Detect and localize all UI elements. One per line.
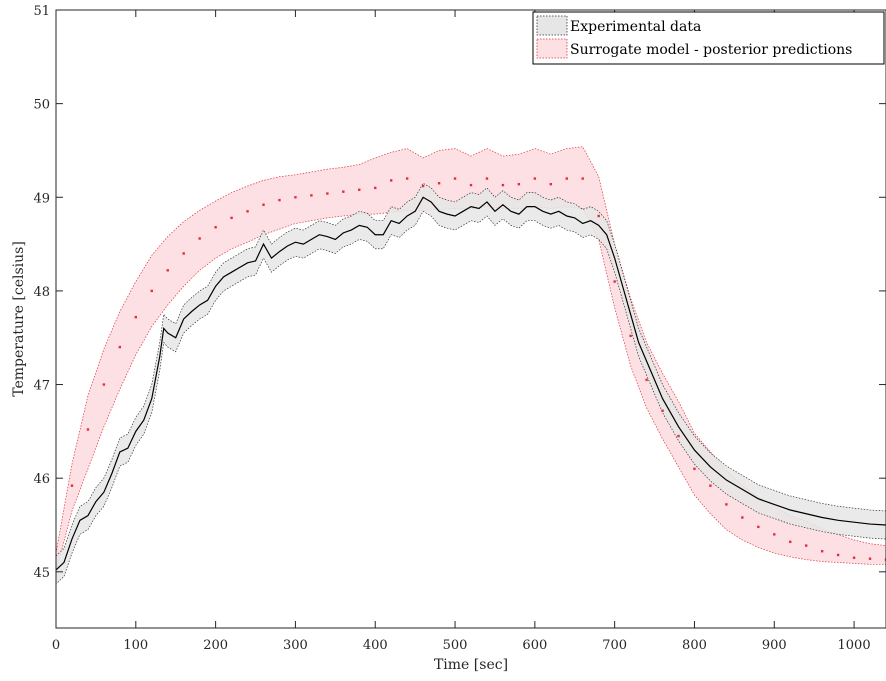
surrogate-point — [453, 177, 457, 180]
surrogate-point — [469, 183, 473, 187]
x-tick-label: 400 — [363, 638, 388, 653]
x-tick-label: 0 — [52, 638, 60, 653]
y-tick-label: 47 — [33, 379, 50, 394]
surrogate-point — [868, 557, 872, 560]
legend-swatch-experimental — [536, 15, 568, 36]
surrogate-point — [326, 192, 329, 195]
x-tick-label: 300 — [283, 638, 308, 653]
surrogate-point — [182, 252, 185, 255]
surrogate-point — [278, 198, 281, 202]
plot-area — [56, 146, 886, 585]
surrogate-point — [517, 182, 521, 186]
surrogate-point — [501, 183, 505, 187]
surrogate-point — [421, 184, 425, 188]
surrogate-point — [294, 196, 297, 199]
legend-label-surrogate: Surrogate model - posterior predictions — [570, 42, 852, 58]
surrogate-point — [645, 378, 648, 382]
surrogate-point — [310, 194, 313, 197]
axes: 0 100 200 300 400 500 600 700 800 900 1000 45 46 47 48… — [33, 4, 886, 653]
surrogate-point — [230, 216, 233, 220]
surrogate-point — [773, 533, 776, 536]
x-tick-label: 800 — [682, 638, 707, 653]
x-tick-label: 900 — [762, 638, 787, 653]
surrogate-point — [485, 177, 489, 180]
surrogate-point — [166, 269, 169, 272]
surrogate-point — [262, 203, 265, 206]
y-tick-label: 50 — [33, 98, 50, 113]
x-tick-label: 700 — [602, 638, 627, 653]
surrogate-point — [405, 177, 409, 180]
surrogate-point — [198, 237, 201, 240]
surrogate-band — [56, 146, 886, 572]
surrogate-point — [852, 556, 856, 559]
surrogate-point — [374, 186, 377, 190]
x-tick-label: 100 — [123, 638, 148, 653]
surrogate-point — [820, 550, 824, 553]
surrogate-point — [549, 182, 553, 186]
y-tick-label: 51 — [33, 4, 50, 19]
x-axis-label: Time [sec] — [434, 657, 508, 673]
y-axis-label: Temperature [celsius] — [11, 241, 27, 397]
surrogate-point — [661, 409, 664, 412]
surrogate-point — [565, 177, 568, 180]
surrogate-point — [836, 553, 840, 557]
surrogate-point — [246, 210, 249, 213]
surrogate-point — [581, 177, 584, 180]
y-tick-label: 45 — [33, 566, 50, 581]
x-tick-label: 1000 — [838, 638, 871, 653]
legend-swatch-surrogate — [536, 38, 568, 59]
surrogate-point — [358, 188, 361, 191]
surrogate-point — [804, 544, 808, 547]
surrogate-point — [437, 182, 441, 185]
y-tick-label: 49 — [33, 191, 50, 206]
x-tick-label: 500 — [443, 638, 468, 653]
surrogate-point — [70, 484, 74, 487]
legend-label-experimental: Experimental data — [570, 19, 701, 35]
surrogate-point — [789, 540, 792, 544]
legend-box — [532, 11, 885, 65]
surrogate-point — [150, 289, 153, 293]
experimental-mean-line — [56, 196, 886, 571]
surrogate-point — [613, 280, 616, 283]
surrogate-point — [134, 315, 138, 319]
surrogate-point — [709, 484, 712, 487]
surrogate-point — [214, 226, 217, 229]
axes-box — [55, 9, 886, 629]
plot-content — [56, 146, 886, 585]
surrogate-point — [693, 467, 696, 471]
surrogate-point — [102, 383, 106, 386]
surrogate-point — [533, 177, 537, 180]
surrogate-point — [86, 428, 90, 431]
surrogate-point — [597, 214, 600, 218]
x-tick-label: 600 — [522, 638, 547, 653]
surrogate-point — [884, 558, 886, 561]
surrogate-point — [342, 190, 345, 193]
x-tick-label: 200 — [203, 638, 228, 653]
surrogate-point — [389, 179, 393, 182]
surrogate-point — [741, 516, 744, 519]
surrogate-point — [677, 434, 680, 438]
y-tick-label: 48 — [33, 285, 50, 300]
surrogate-point — [118, 345, 122, 349]
surrogate-point — [725, 503, 728, 506]
legend: Experimental data Surrogate model - post… — [532, 11, 885, 65]
surrogate-point — [757, 525, 760, 529]
surrogate-point — [629, 334, 632, 338]
y-tick-label: 46 — [33, 472, 50, 487]
